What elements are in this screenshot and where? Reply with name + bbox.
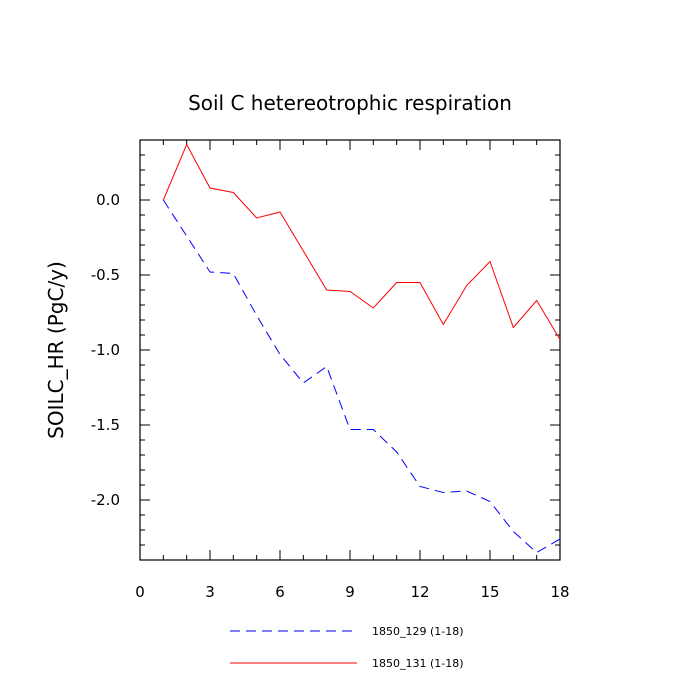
legend-label: 1850_131 (1-18) xyxy=(372,657,464,670)
x-tick-label: 9 xyxy=(345,583,355,601)
series-line-2 xyxy=(162,143,561,340)
y-tick-label: -1.0 xyxy=(91,341,120,359)
legend-label: 1850_129 (1-18) xyxy=(372,625,464,638)
y-tick-label: -0.5 xyxy=(91,266,120,284)
x-tick-label: 18 xyxy=(550,583,569,601)
y-tick-label: -1.5 xyxy=(91,416,120,434)
y-axis-label: SOILC_HR (PgC/y) xyxy=(44,261,68,439)
y-tick-label: -2.0 xyxy=(91,491,120,509)
series-line-1 xyxy=(162,199,561,554)
x-tick-label: 15 xyxy=(480,583,499,601)
x-tick-label: 12 xyxy=(410,583,429,601)
chart-title: Soil C hetereotrophic respiration xyxy=(188,91,512,115)
plot-frame xyxy=(139,139,561,561)
x-tick-label: 0 xyxy=(135,583,145,601)
x-tick-label: 3 xyxy=(205,583,215,601)
y-tick-label: 0.0 xyxy=(96,191,120,209)
x-tick-label: 6 xyxy=(275,583,285,601)
